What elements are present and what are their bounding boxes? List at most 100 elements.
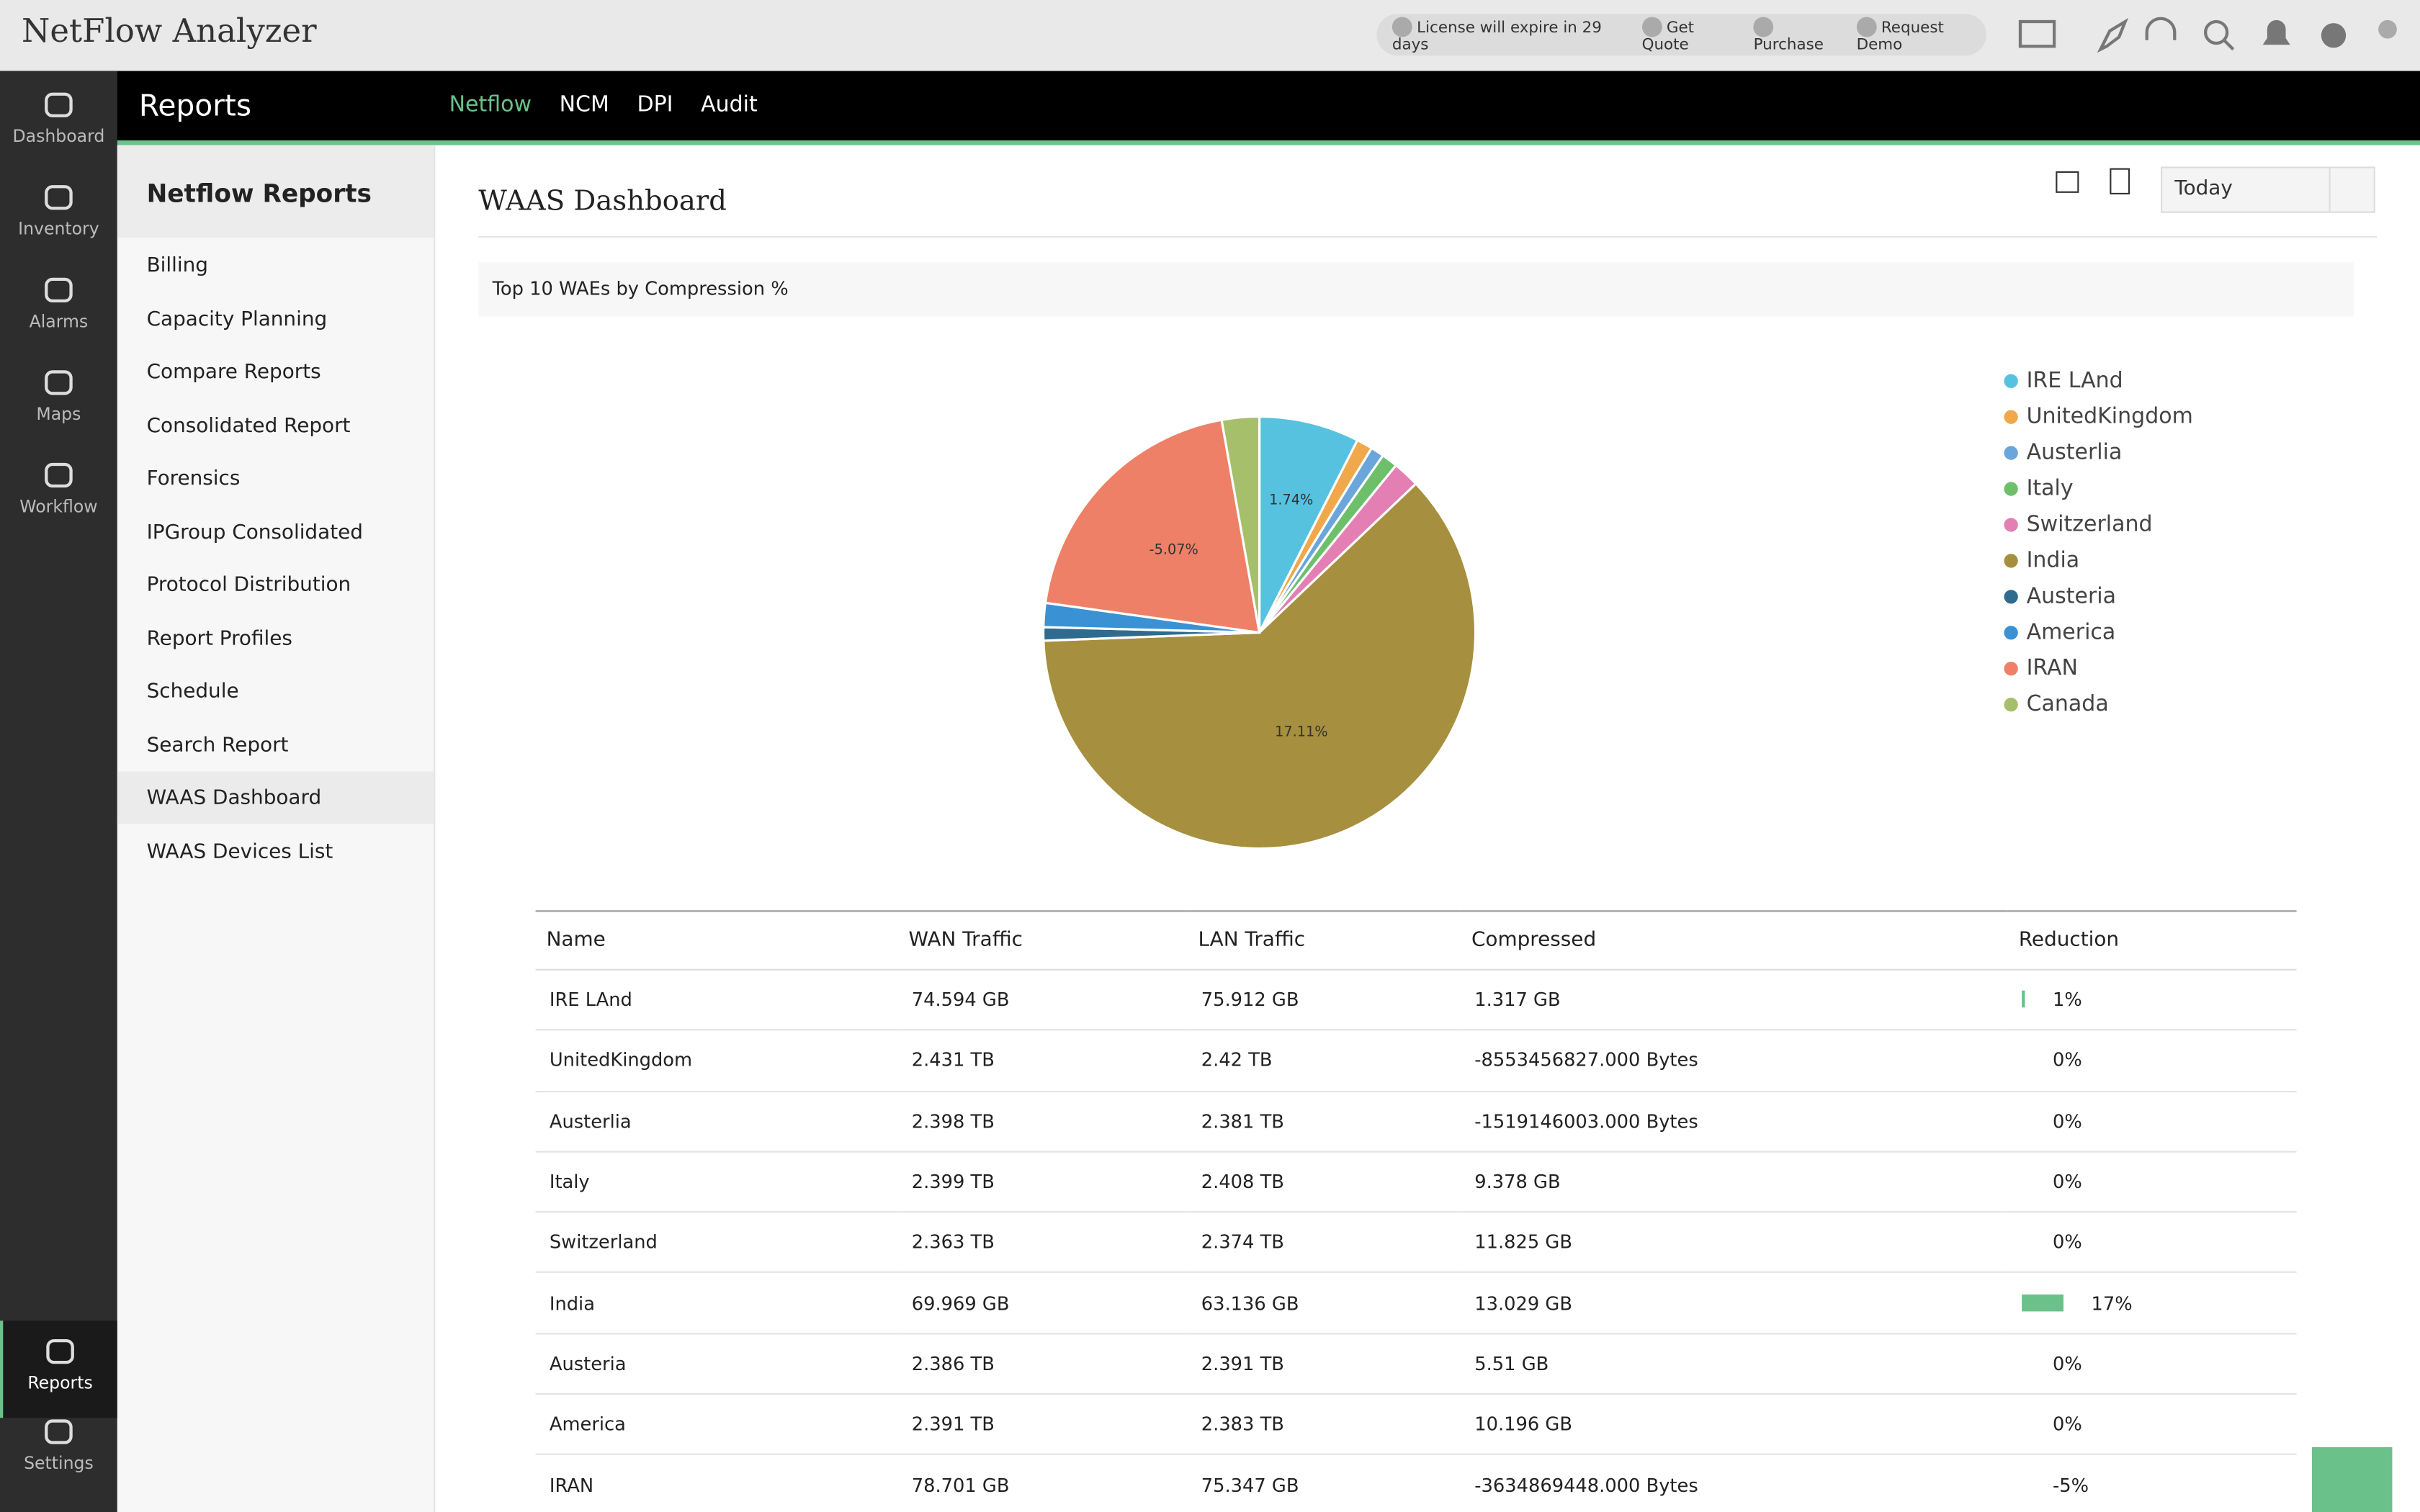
table-row: IRAN 78.701 GB 75.347 GB -3634869448.000 By…: [535, 1454, 2297, 1512]
menu-item[interactable]: Protocol Distribution: [146, 574, 351, 598]
period-select[interactable]: Today: [2161, 166, 2375, 213]
sidebar-item[interactable]: Reports: [0, 1320, 117, 1418]
data-table: Name WAN Traffic LAN Traffic Compressed Redu…: [535, 910, 2297, 1512]
menu-item[interactable]: IPGroup Consolidated: [146, 521, 363, 544]
app-title: NetFlow Analyzer: [22, 12, 317, 50]
email-icon[interactable]: [2056, 171, 2079, 193]
sidebar-item[interactable]: Maps: [0, 370, 117, 424]
reduction-value: 0%: [2052, 1110, 2082, 1133]
table-cell: -1519146003.000 Bytes: [1460, 1091, 2008, 1153]
table-cell: 2.386 TB: [897, 1333, 1188, 1395]
legend-swatch: [2004, 446, 2018, 460]
legend-swatch: [2004, 410, 2018, 424]
column-header: LAN Traffic: [1187, 911, 1461, 971]
table-cell: Italy: [535, 1151, 898, 1213]
page-title: WAAS Dashboard: [478, 185, 727, 218]
sidebar-item[interactable]: Alarms: [0, 278, 117, 332]
toolbar-icons[interactable]: [2014, 12, 2400, 58]
legend-label: America: [2027, 619, 2116, 644]
legend-label: India: [2027, 547, 2080, 572]
table-cell: 2.381 TB: [1187, 1091, 1461, 1153]
table-cell: -5%: [2007, 1454, 2297, 1512]
table-row: America 2.391 TB 2.383 TB 10.196 GB 0%: [535, 1394, 2297, 1456]
table-row: Italy 2.399 TB 2.408 TB 9.378 GB 0%: [535, 1151, 2297, 1213]
table-row: IRE LAnd 74.594 GB 75.912 GB 1.317 GB 1%: [535, 969, 2297, 1032]
table-cell: 5.51 GB: [1460, 1333, 2008, 1395]
table-cell: IRAN: [535, 1454, 898, 1512]
reduction-value: 0%: [2052, 1413, 2082, 1436]
link[interactable]: Request Demo: [1857, 17, 1986, 53]
legend-swatch: [2004, 554, 2018, 568]
menu-item[interactable]: Forensics: [146, 467, 241, 491]
menu-item[interactable]: Billing: [146, 254, 208, 278]
menu-item[interactable]: Schedule: [146, 680, 239, 704]
table-cell: 69.969 GB: [897, 1272, 1188, 1335]
table-cell: -3634869448.000 Bytes: [1460, 1454, 2008, 1512]
panel-title: Top 10 WAEs by Compression %: [478, 262, 2354, 317]
legend-label: Austeria: [2027, 583, 2116, 608]
table-cell: 13.029 GB: [1460, 1272, 2008, 1335]
legend-label: IRAN: [2027, 655, 2078, 680]
menu-item[interactable]: Compare Reports: [146, 361, 321, 384]
table-row: UnitedKingdom 2.431 TB 2.42 TB -8553456827.…: [535, 1030, 2297, 1092]
reduction-value: 1%: [2052, 989, 2082, 1011]
pdf-icon[interactable]: [2110, 168, 2130, 194]
menu-item[interactable]: Consolidated Report: [146, 414, 351, 438]
pie-slice: [1258, 415, 1359, 634]
legend-swatch: [2004, 482, 2018, 496]
sidebar-item[interactable]: Inventory: [0, 185, 117, 239]
legend-swatch: [2004, 662, 2018, 676]
chat-button[interactable]: [2312, 1446, 2393, 1512]
table-cell: 0%: [2007, 1030, 2297, 1092]
divider: [478, 235, 2378, 238]
sidebar-item[interactable]: Dashboard: [0, 93, 117, 147]
reduction-bar: [2022, 991, 2025, 1008]
tab[interactable]: NCM: [559, 92, 609, 117]
reduction-value: 0%: [2052, 1050, 2082, 1072]
tabs: Netflow NCM DPI Audit: [449, 93, 758, 117]
table-cell: 1%: [2007, 969, 2297, 1032]
menu-title: Netflow Reports: [117, 145, 434, 238]
table-cell: 2.374 TB: [1187, 1212, 1461, 1274]
menu-item[interactable]: Capacity Planning: [146, 307, 328, 331]
menu-item[interactable]: WAAS Devices List: [146, 840, 333, 863]
table-cell: Austerlia: [535, 1091, 898, 1153]
legend-label: Austerlia: [2027, 440, 2123, 465]
license-notice: License will expire in 29 days: [1392, 17, 1628, 53]
legend-swatch: [2004, 698, 2018, 712]
table-cell: 2.408 TB: [1187, 1151, 1461, 1213]
table-row: Austerlia 2.398 TB 2.381 TB -1519146003.000…: [535, 1091, 2297, 1153]
table-cell: 75.912 GB: [1187, 969, 1461, 1032]
table-row: Switzerland 2.363 TB 2.374 TB 11.825 GB 0%: [535, 1212, 2297, 1274]
pie-slice: [1044, 418, 1261, 634]
pie-slice: [1042, 482, 1477, 850]
notice-bar: License will expire in 29 days Get Quote…: [1376, 14, 1986, 56]
sidebar-item[interactable]: Settings: [0, 1419, 117, 1474]
tab[interactable]: DPI: [637, 92, 673, 117]
reports-menu: Netflow Reports Billing Capacity Planning…: [117, 145, 436, 1512]
menu-item[interactable]: WAAS Dashboard: [117, 771, 434, 824]
legend-label: UnitedKingdom: [2027, 404, 2193, 429]
table-cell: 2.391 TB: [1187, 1333, 1461, 1395]
table-cell: IRE LAnd: [535, 969, 898, 1032]
table-cell: 0%: [2007, 1151, 2297, 1213]
reduction-value: 0%: [2052, 1171, 2082, 1193]
tab[interactable]: Audit: [701, 92, 758, 117]
tab[interactable]: Netflow: [449, 92, 532, 117]
menu-item[interactable]: Search Report: [146, 733, 289, 757]
legend-label: Canada: [2027, 691, 2109, 716]
link[interactable]: Get Quote: [1642, 17, 1740, 53]
table-cell: 63.136 GB: [1187, 1272, 1461, 1335]
sidebar-item[interactable]: Workflow: [0, 463, 117, 517]
legend-swatch: [2004, 374, 2018, 388]
menu-item[interactable]: Report Profiles: [146, 627, 292, 651]
table-cell: 78.701 GB: [897, 1454, 1188, 1512]
legend-swatch: [2004, 518, 2018, 532]
table-cell: UnitedKingdom: [535, 1030, 898, 1092]
column-header: Name: [535, 911, 898, 971]
column-header: Compressed: [1460, 911, 2008, 971]
table-cell: Austeria: [535, 1333, 898, 1395]
legend-label: Italy: [2027, 476, 2074, 501]
link[interactable]: Purchase: [1754, 17, 1843, 53]
